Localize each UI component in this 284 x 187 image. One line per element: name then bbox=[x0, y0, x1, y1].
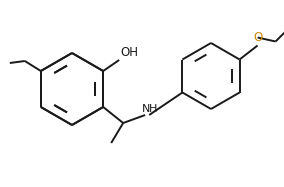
Text: OH: OH bbox=[120, 46, 138, 59]
Text: N: N bbox=[142, 104, 151, 114]
Text: H: H bbox=[149, 104, 158, 114]
Text: O: O bbox=[253, 30, 262, 44]
